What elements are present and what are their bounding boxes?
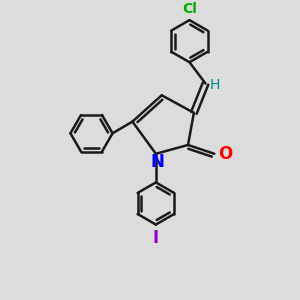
Text: Cl: Cl <box>182 2 197 16</box>
Text: O: O <box>218 145 232 163</box>
Text: H: H <box>210 78 220 92</box>
Text: I: I <box>153 229 159 247</box>
Text: N: N <box>150 153 164 171</box>
